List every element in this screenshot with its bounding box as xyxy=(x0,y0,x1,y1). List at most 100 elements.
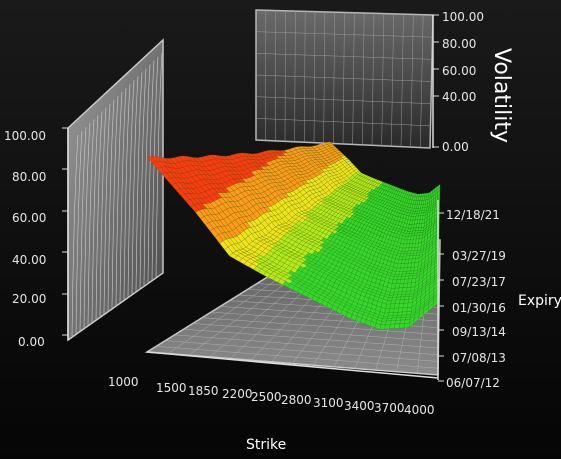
floor-gridline xyxy=(183,328,439,349)
floor-gridline xyxy=(165,340,439,362)
surface-cell xyxy=(389,323,396,329)
x-tick-label: 4000 xyxy=(404,403,435,417)
left-wall-curve xyxy=(83,123,91,328)
x-tick-label: 3700 xyxy=(374,401,405,415)
surface-cell xyxy=(411,275,417,279)
x-tick-label: 1000 xyxy=(108,375,139,389)
left-wall-curve xyxy=(71,134,79,337)
surface-cell xyxy=(407,298,414,304)
x-tick-label: 3100 xyxy=(313,396,344,410)
x-axis-ticks: 1000 1500 1850 2200 2500 2800 3100 3400 … xyxy=(108,375,435,417)
surface-cell xyxy=(402,302,409,308)
left-wall-curve xyxy=(131,76,139,294)
surface-cell xyxy=(403,298,409,304)
left-wall-curve xyxy=(123,84,131,300)
back-wall xyxy=(255,9,434,149)
surface-cell xyxy=(407,302,413,308)
z-tick-label: 40.00 xyxy=(12,253,46,267)
back-wall-gridline xyxy=(255,53,433,60)
x-tick-label: 2800 xyxy=(281,393,312,407)
surface-cell xyxy=(390,320,396,325)
floor-gridline xyxy=(156,346,439,369)
surface-cell xyxy=(404,296,410,300)
y-axis-title: Expiry xyxy=(518,293,561,309)
surface-cell xyxy=(406,287,412,292)
back-z-tick-label: 100.00 xyxy=(442,10,484,24)
floor-gridline xyxy=(192,323,439,342)
back-wall-gridline xyxy=(255,96,432,104)
surface-cell xyxy=(404,319,411,324)
left-wall-curve xyxy=(75,131,83,334)
left-wall-curve xyxy=(127,80,135,297)
surface-cell xyxy=(408,295,414,300)
surface-cell xyxy=(394,319,401,325)
surface-cell xyxy=(399,319,406,324)
surface-cell xyxy=(406,282,412,288)
z-axis-ticks: 100.00 80.00 60.00 40.00 20.00 0.00 xyxy=(4,129,46,349)
y-tick-label: 06/07/12 xyxy=(446,376,500,390)
surface-cell xyxy=(399,323,405,329)
surface-cell xyxy=(412,272,418,276)
y-tick-label: 07/23/17 xyxy=(452,275,506,289)
floor-gridline xyxy=(174,334,439,355)
x-axis-title: Strike xyxy=(246,437,286,453)
left-wall-curve xyxy=(139,68,147,289)
left-wall-curve xyxy=(99,107,107,317)
surface-cell xyxy=(394,323,401,329)
back-z-tick-label: 60.00 xyxy=(442,64,476,78)
surface-cell xyxy=(410,286,416,292)
surface-cell xyxy=(401,311,408,316)
left-wall-curve xyxy=(111,95,119,308)
z-tick-label: 20.00 xyxy=(12,292,46,306)
left-wall-curve xyxy=(147,60,155,283)
z-tick-label: 80.00 xyxy=(12,170,46,184)
left-wall-curve xyxy=(119,88,127,303)
back-z-tick-label: 40.00 xyxy=(442,90,476,104)
surface-cell xyxy=(409,290,415,295)
left-wall xyxy=(67,38,164,342)
left-wall-curve xyxy=(91,115,99,322)
back-wall-gridline xyxy=(255,31,433,38)
x-tick-label: 2500 xyxy=(251,390,282,404)
left-wall-curve xyxy=(103,103,111,314)
volatility-surface xyxy=(146,141,441,330)
surface-cell xyxy=(399,299,405,304)
surface-cell xyxy=(397,307,404,313)
y-tick-label: 12/18/21 xyxy=(446,208,500,222)
left-wall-curve xyxy=(79,127,87,331)
z-tick-label: 0.00 xyxy=(18,335,45,349)
surface-cell xyxy=(402,307,408,313)
surface-cell xyxy=(405,291,411,295)
surface-cell xyxy=(413,270,418,274)
surface-cell xyxy=(413,266,419,271)
surface-cell xyxy=(411,278,417,283)
x-tick-label: 2200 xyxy=(222,387,253,401)
axis-lines xyxy=(67,15,439,380)
x-tick-label: 1500 xyxy=(156,381,187,395)
back-wall-z-ticks: 100.00 80.00 60.00 40.00 0.00 xyxy=(442,10,484,154)
surface-cell xyxy=(397,311,403,316)
surface-cell xyxy=(406,311,412,316)
back-wall-gridline xyxy=(255,74,432,82)
floor-gridline xyxy=(201,317,439,335)
left-wall-curve xyxy=(143,64,151,286)
y-tick-label: 09/13/14 xyxy=(452,325,506,339)
y-axis-ticks: 12/18/21 03/27/19 07/23/17 01/30/16 09/1… xyxy=(446,208,506,390)
back-z-tick-label: 0.00 xyxy=(442,140,469,154)
y-tick-label: 07/08/13 xyxy=(452,351,506,365)
left-wall-curve xyxy=(135,72,143,291)
left-wall-curve xyxy=(115,91,123,306)
x-tick-label: 3400 xyxy=(344,399,375,413)
left-wall-curve xyxy=(87,119,95,325)
left-wall-curve xyxy=(151,56,159,280)
tick-marks xyxy=(62,14,444,382)
back-wall-gridline xyxy=(255,118,431,127)
y-tick-label: 01/30/16 xyxy=(452,301,506,315)
surface-cell xyxy=(410,282,416,288)
left-wall-curve xyxy=(155,52,163,277)
y-tick-label: 03/27/19 xyxy=(452,249,506,263)
back-z-tick-label: 80.00 xyxy=(442,37,476,51)
x-tick-label: 1850 xyxy=(188,384,219,398)
